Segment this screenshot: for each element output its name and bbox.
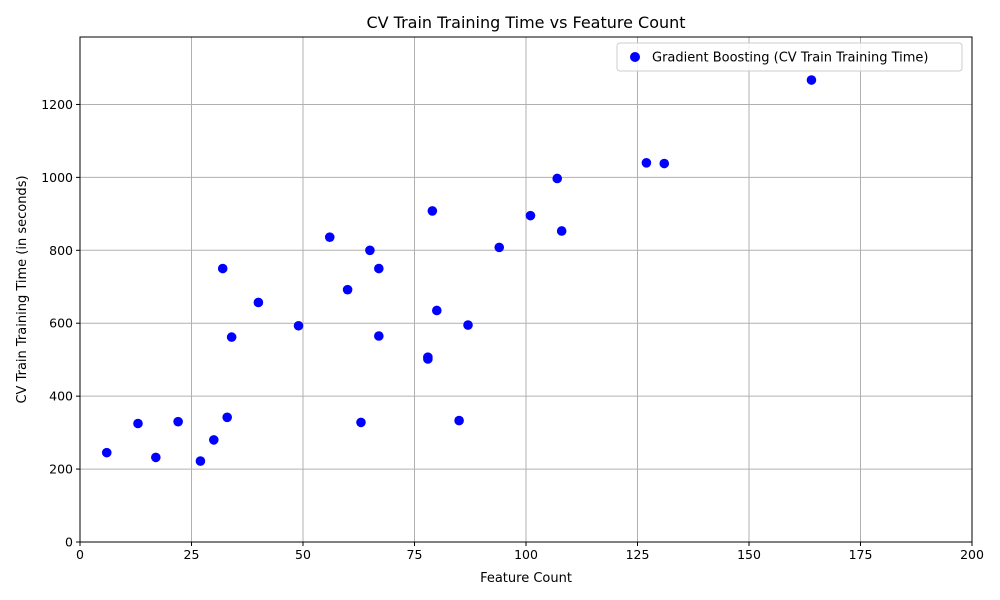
x-tick-label: 100 bbox=[514, 547, 538, 562]
chart-title: CV Train Training Time vs Feature Count bbox=[366, 13, 685, 32]
x-tick-label: 0 bbox=[76, 547, 84, 562]
data-point bbox=[659, 158, 670, 169]
y-tick-label: 0 bbox=[65, 535, 73, 550]
data-point bbox=[293, 320, 304, 331]
y-tick-label: 1200 bbox=[41, 97, 73, 112]
data-point bbox=[432, 305, 442, 316]
y-tick-label: 1000 bbox=[41, 170, 73, 185]
data-point bbox=[253, 297, 264, 308]
axis-ticks: 0 25 50 75 100 125 150 175 200 0 200 400 600 800 1000 1… bbox=[41, 97, 984, 562]
data-points bbox=[101, 75, 817, 466]
x-tick-label: 200 bbox=[960, 547, 984, 562]
data-point bbox=[423, 354, 433, 364]
data-point bbox=[342, 284, 353, 295]
data-point bbox=[217, 263, 228, 274]
x-tick-label: 175 bbox=[849, 547, 873, 562]
legend-box bbox=[616, 42, 963, 72]
data-point bbox=[556, 226, 567, 236]
data-point bbox=[151, 452, 161, 463]
data-point bbox=[552, 173, 563, 184]
data-point bbox=[463, 320, 473, 330]
y-tick-label: 400 bbox=[49, 389, 73, 404]
data-point bbox=[454, 415, 464, 426]
data-point bbox=[806, 75, 817, 85]
data-point bbox=[133, 418, 143, 429]
y-tick-label: 800 bbox=[49, 243, 73, 258]
y-tick-label: 600 bbox=[49, 316, 73, 331]
data-point bbox=[525, 210, 536, 221]
data-point bbox=[195, 456, 206, 466]
legend: Gradient Boosting (CV Train Training Tim… bbox=[616, 42, 963, 72]
data-point bbox=[173, 416, 183, 427]
data-point bbox=[101, 447, 112, 458]
x-axis-label: Feature Count bbox=[480, 571, 572, 586]
y-axis-label: CV Train Training Time (in seconds) bbox=[15, 175, 30, 403]
y-tick-label: 200 bbox=[49, 462, 73, 477]
data-point bbox=[356, 417, 366, 428]
legend-marker bbox=[630, 52, 640, 62]
x-tick-label: 75 bbox=[407, 547, 423, 562]
data-point bbox=[427, 206, 438, 216]
x-tick-label: 150 bbox=[737, 547, 761, 562]
data-point bbox=[641, 157, 652, 168]
x-tick-label: 125 bbox=[626, 547, 650, 562]
data-point bbox=[494, 242, 505, 253]
x-tick-label: 50 bbox=[295, 547, 311, 562]
data-point bbox=[222, 412, 232, 423]
data-point bbox=[365, 245, 375, 256]
x-tick-label: 25 bbox=[184, 547, 200, 562]
legend-label: Gradient Boosting (CV Train Training Tim… bbox=[652, 51, 928, 66]
data-point bbox=[374, 331, 384, 341]
data-point bbox=[374, 263, 384, 274]
data-point bbox=[324, 232, 335, 242]
data-point bbox=[209, 435, 219, 445]
data-point bbox=[226, 332, 237, 342]
